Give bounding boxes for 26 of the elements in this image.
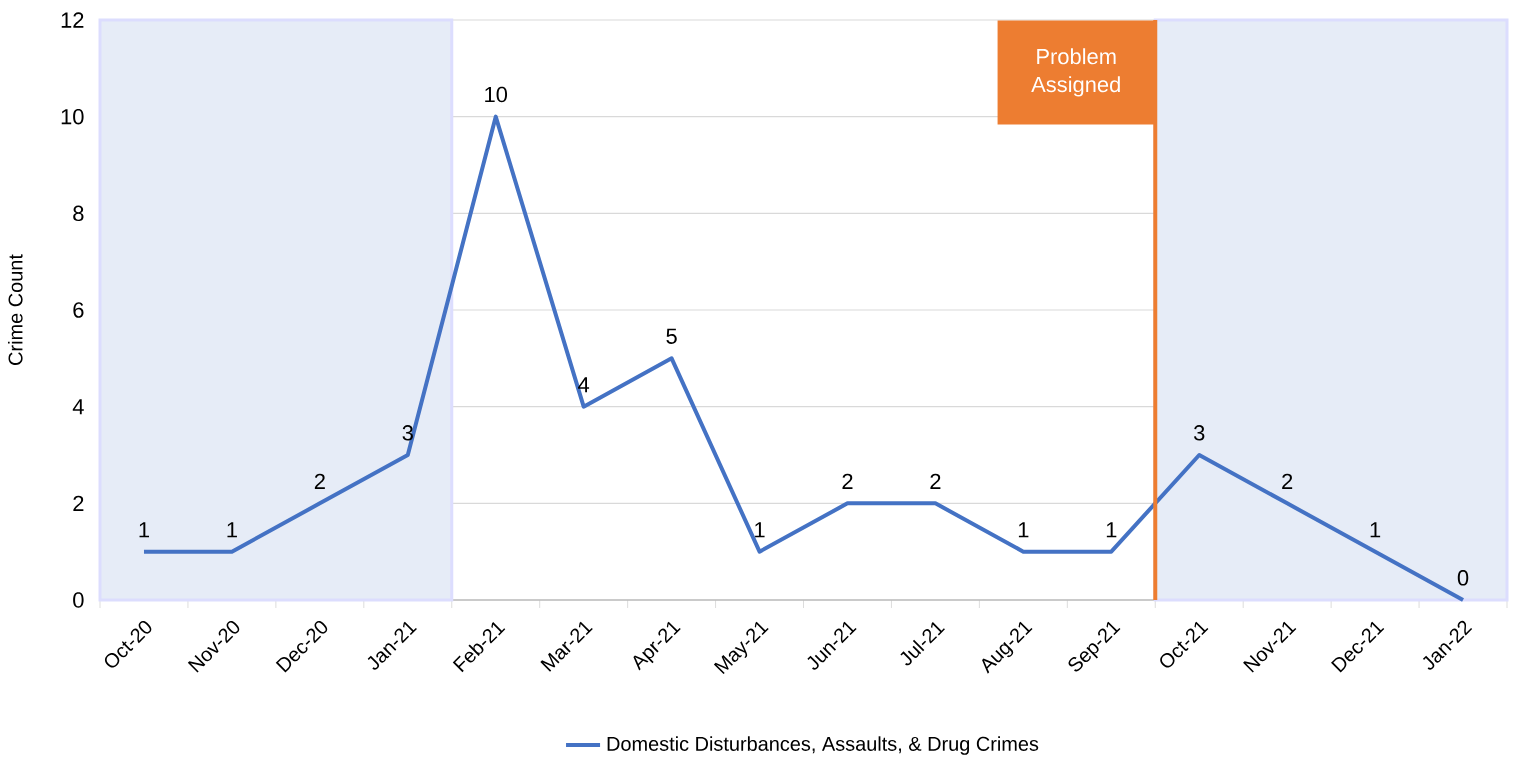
y-tick-label: 8	[73, 205, 84, 222]
y-tick-label: 12	[61, 12, 84, 28]
data-label: 1	[139, 522, 150, 538]
y-tick-label: 0	[73, 592, 84, 608]
y-tick-label: 6	[73, 302, 84, 318]
data-label: 1	[227, 522, 237, 538]
data-label: 1	[1018, 522, 1029, 538]
data-label: 2	[1282, 473, 1293, 490]
data-label: 0	[1457, 570, 1469, 586]
data-label: 3	[402, 425, 413, 441]
data-label: 2	[314, 473, 325, 490]
data-label: 10	[485, 86, 508, 103]
data-label: 1	[1106, 522, 1117, 538]
data-label: 2	[930, 473, 941, 490]
ref-line-label: Problem Assigned	[1031, 48, 1120, 97]
y-tick-label: 2	[73, 495, 84, 512]
data-label: 1	[1370, 522, 1381, 538]
y-axis-title: Crime Count	[7, 254, 23, 366]
y-tick-label: 4	[72, 399, 84, 415]
data-label: 5	[666, 328, 677, 345]
data-label: 4	[578, 377, 590, 393]
data-label: 2	[842, 473, 853, 490]
data-label: 1	[755, 522, 765, 538]
data-label: 3	[1193, 425, 1205, 441]
legend-label: Domestic Disturbances, Assaults, & Drug Crimes	[607, 736, 1039, 755]
y-tick-label: 10	[61, 109, 84, 125]
